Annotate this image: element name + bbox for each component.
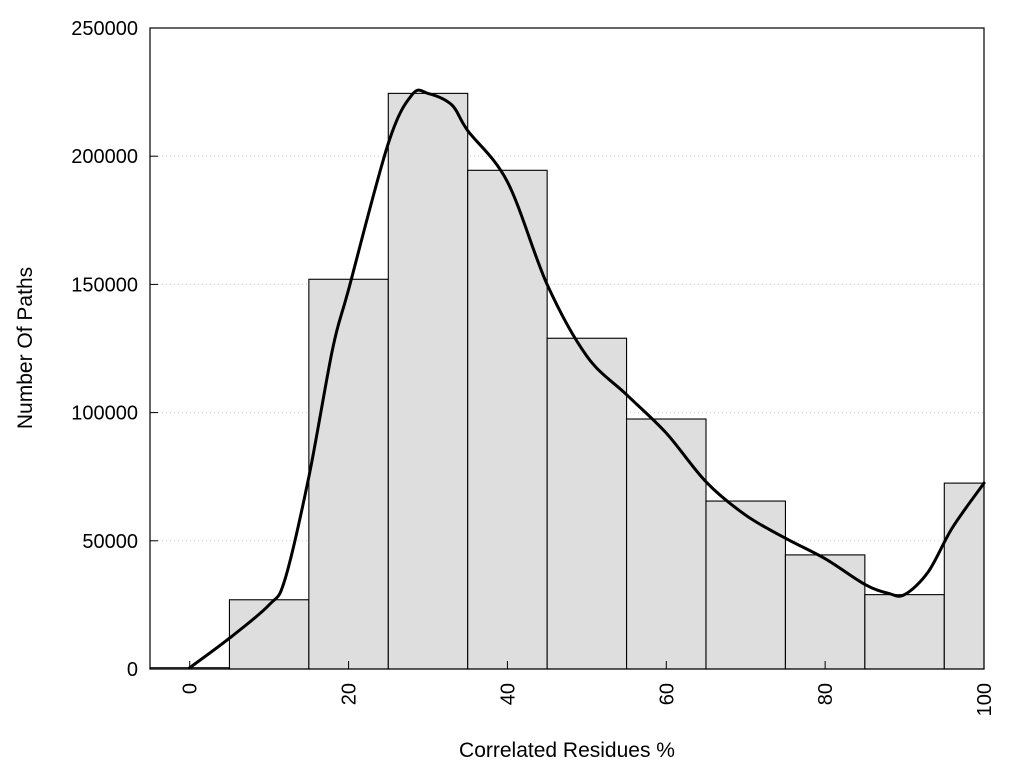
y-tick-label: 0 <box>127 659 138 681</box>
y-axis-ticks: 0 50000 100000 150000 200000 250000 <box>71 18 158 681</box>
bar-bin-90 <box>864 594 945 670</box>
x-tick-label: 40 <box>497 683 519 705</box>
bar-bin-100 <box>943 482 985 670</box>
bar-bin-60 <box>626 418 707 670</box>
x-axis-title: Correlated Residues % <box>459 739 675 762</box>
y-axis-title: Number Of Paths <box>14 267 37 429</box>
y-tick-label: 200000 <box>71 146 138 168</box>
y-tick-label: 150000 <box>71 274 138 296</box>
bar-bin-80 <box>784 554 866 670</box>
bar-bin-50 <box>546 337 628 670</box>
bar-bin-20 <box>308 278 389 670</box>
x-tick-label: 60 <box>656 683 678 705</box>
bar-bin-70 <box>705 500 786 670</box>
x-axis-ticks: 0 20 40 60 80 100 <box>180 661 996 716</box>
x-tick-label: 0 <box>180 683 202 694</box>
density-curve <box>188 88 986 670</box>
y-tick-label: 250000 <box>71 18 138 40</box>
x-tick-label: 100 <box>974 683 996 716</box>
bar-bin-40 <box>467 169 548 670</box>
x-tick-label: 80 <box>815 683 837 705</box>
x-tick-label: 20 <box>339 683 361 705</box>
bar-bin-30 <box>387 92 469 670</box>
plot-frame <box>149 27 985 670</box>
histogram-bars <box>149 92 985 670</box>
bar-bin-10 <box>228 599 310 670</box>
y-tick-label: 50000 <box>82 531 138 553</box>
y-tick-label: 100000 <box>71 403 138 425</box>
